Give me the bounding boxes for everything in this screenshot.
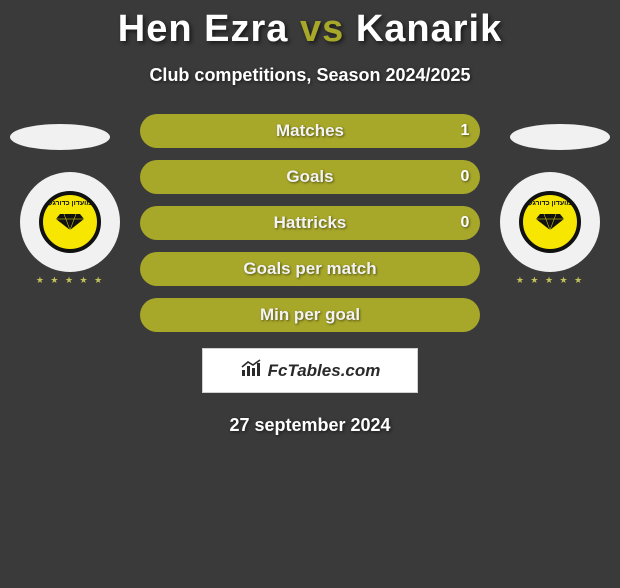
title-player1: Hen Ezra <box>118 8 289 50</box>
badge-inner-circle: מועדון כדורגל <box>519 191 581 253</box>
left-player-ellipse <box>10 124 110 150</box>
title-player2: Kanarik <box>356 8 502 50</box>
stat-label: Hattricks <box>170 213 450 233</box>
stat-row-goals-per-match: Goals per match <box>140 252 480 286</box>
branding-box[interactable]: FcTables.com <box>202 348 418 393</box>
left-club-badge: מועדון כדורגל ★ ★ ★ ★ ★ <box>20 172 120 272</box>
date-label: 27 september 2024 <box>0 415 620 436</box>
diamond-icon <box>56 214 84 230</box>
stats-bars: Matches 1 Goals 0 Hattricks 0 Goals per … <box>140 114 480 332</box>
stat-right-value: 0 <box>450 214 480 232</box>
stat-label: Goals per match <box>170 259 450 279</box>
badge-arc-text: מועדון כדורגל <box>523 200 577 207</box>
stat-row-min-per-goal: Min per goal <box>140 298 480 332</box>
subtitle: Club competitions, Season 2024/2025 <box>0 65 620 86</box>
title-vs: vs <box>300 8 344 50</box>
badge-stars: ★ ★ ★ ★ ★ <box>500 275 600 286</box>
stat-row-matches: Matches 1 <box>140 114 480 148</box>
page-title: Hen Ezra vs Kanarik <box>0 8 620 51</box>
stat-label: Min per goal <box>170 305 450 325</box>
diamond-icon <box>536 214 564 230</box>
stat-label: Goals <box>170 167 450 187</box>
stat-row-goals: Goals 0 <box>140 160 480 194</box>
chart-icon <box>240 359 262 382</box>
right-club-badge: מועדון כדורגל ★ ★ ★ ★ ★ <box>500 172 600 272</box>
badge-inner-circle: מועדון כדורגל <box>39 191 101 253</box>
stat-label: Matches <box>170 121 450 141</box>
stat-right-value: 1 <box>450 122 480 140</box>
badge-arc-text: מועדון כדורגל <box>43 200 97 207</box>
badge-stars: ★ ★ ★ ★ ★ <box>20 275 120 286</box>
branding-text: FcTables.com <box>268 361 381 381</box>
right-player-ellipse <box>510 124 610 150</box>
badge-outer-circle: מועדון כדורגל ★ ★ ★ ★ ★ <box>500 172 600 272</box>
stat-right-value: 0 <box>450 168 480 186</box>
comparison-content: מועדון כדורגל ★ ★ ★ ★ ★ מועדון כדורגל <box>0 114 620 436</box>
stat-row-hattricks: Hattricks 0 <box>140 206 480 240</box>
badge-outer-circle: מועדון כדורגל ★ ★ ★ ★ ★ <box>20 172 120 272</box>
